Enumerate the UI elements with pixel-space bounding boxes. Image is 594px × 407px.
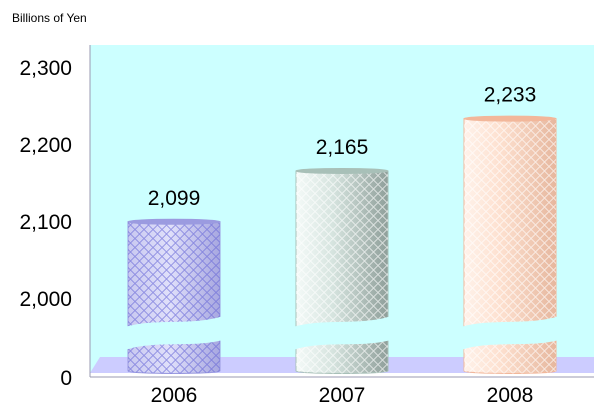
x-tick-label: 2006 bbox=[151, 384, 198, 407]
y-tick-label: 0 bbox=[60, 367, 72, 390]
x-tick-label: 2008 bbox=[487, 384, 534, 407]
axis-break-gap bbox=[125, 316, 223, 350]
bar-2006 bbox=[125, 218, 223, 374]
y-tick-label: 2,200 bbox=[19, 134, 72, 157]
y-tick-label: 2,000 bbox=[19, 288, 72, 311]
bar-pattern bbox=[128, 221, 220, 374]
bar-top-cap bbox=[463, 115, 557, 122]
x-tick-label: 2007 bbox=[319, 384, 366, 407]
bar-top-cap bbox=[127, 218, 221, 225]
y-tick-label: 2,100 bbox=[19, 211, 72, 234]
bar-2007 bbox=[293, 167, 391, 374]
data-label: 2,165 bbox=[316, 136, 369, 159]
y-tick-label: 2,300 bbox=[19, 57, 72, 80]
bar-pattern bbox=[464, 118, 556, 374]
bar-top-cap bbox=[295, 167, 389, 174]
data-label: 2,099 bbox=[148, 187, 201, 210]
axis-break-gap bbox=[293, 316, 391, 350]
data-label: 2,233 bbox=[484, 84, 537, 107]
axis-break-gap bbox=[461, 316, 559, 350]
y-axis-unit-label: Billions of Yen bbox=[12, 11, 87, 25]
bar-2008 bbox=[461, 115, 559, 374]
